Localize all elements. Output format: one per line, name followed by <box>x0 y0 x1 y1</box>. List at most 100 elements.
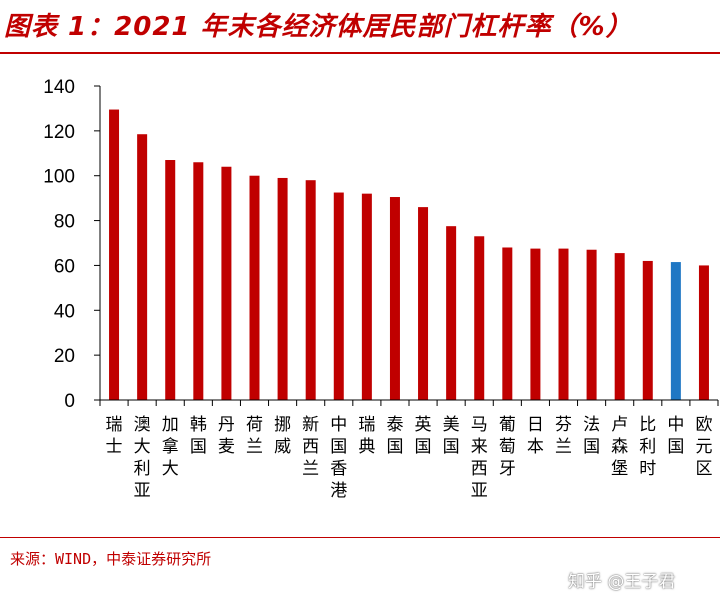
bar <box>642 260 653 400</box>
bar <box>361 193 372 400</box>
y-tick-label: 40 <box>54 301 75 322</box>
x-category-char: 韩 <box>190 415 207 435</box>
bar <box>502 247 513 400</box>
bar <box>305 180 316 400</box>
bar <box>670 262 681 400</box>
y-tick-label: 20 <box>54 346 75 367</box>
x-category-char: 本 <box>527 437 544 457</box>
x-category-label: 卢森堡 <box>611 415 628 479</box>
bar <box>474 236 485 400</box>
watermark: 知乎 @王子君 <box>568 572 676 592</box>
x-category-char: 日 <box>527 415 544 435</box>
bar <box>249 175 260 400</box>
x-category-char: 英 <box>415 415 432 435</box>
x-category-char: 法 <box>583 415 600 435</box>
x-category-char: 区 <box>695 459 712 479</box>
x-category-char: 西 <box>471 459 488 479</box>
x-category-char: 葡 <box>499 415 516 435</box>
x-category-char: 香 <box>330 459 347 479</box>
x-category-char: 国 <box>667 437 684 457</box>
x-category-char: 麦 <box>218 437 235 457</box>
x-category-char: 荷 <box>246 415 263 435</box>
x-category-label: 美国 <box>443 415 460 457</box>
bar <box>109 109 120 401</box>
bar <box>418 207 429 400</box>
bar <box>277 177 288 400</box>
x-category-char: 卢 <box>611 415 628 435</box>
x-category-label: 中国 <box>667 415 684 457</box>
bar <box>165 160 176 400</box>
x-category-char: 比 <box>639 415 656 435</box>
x-category-char: 兰 <box>302 459 319 479</box>
x-category-label: 丹麦 <box>218 415 235 457</box>
x-category-char: 士 <box>106 437 123 457</box>
x-category-char: 来 <box>471 437 488 457</box>
x-category-label: 挪威 <box>274 415 291 457</box>
x-category-char: 瑞 <box>106 415 123 435</box>
y-tick-label: 80 <box>54 212 75 233</box>
x-category-char: 加 <box>162 415 179 435</box>
x-category-char: 挪 <box>274 415 291 435</box>
x-category-label: 加拿大 <box>162 415 179 479</box>
x-category-char: 牙 <box>499 459 516 479</box>
x-axis: 瑞士澳大利亚加拿大韩国丹麦荷兰挪威新西兰中国香港瑞典泰国英国美国马来西亚葡萄牙日… <box>99 399 719 501</box>
bar <box>558 248 569 400</box>
bar <box>446 226 457 400</box>
y-tick-label: 100 <box>43 167 75 188</box>
x-category-char: 堡 <box>611 459 628 479</box>
x-category-char: 中 <box>330 415 347 435</box>
x-category-char: 国 <box>415 437 432 457</box>
x-category-char: 澳 <box>134 415 151 435</box>
bar <box>193 162 204 400</box>
x-category-label: 泰国 <box>386 415 403 457</box>
footer-rule <box>0 537 720 538</box>
bar <box>389 197 400 400</box>
x-category-char: 利 <box>134 459 151 479</box>
x-category-label: 欧元区 <box>695 415 712 479</box>
x-category-char: 时 <box>639 459 656 479</box>
x-category-char: 大 <box>134 437 151 457</box>
x-category-char: 欧 <box>695 415 712 435</box>
x-category-char: 拿 <box>162 436 179 457</box>
source-note: 来源：WIND，中泰证券研究所 <box>10 550 212 568</box>
x-category-char: 国 <box>190 437 207 457</box>
x-category-char: 马 <box>471 415 488 435</box>
bar <box>137 134 148 400</box>
x-category-char: 亚 <box>134 481 151 501</box>
x-category-char: 亚 <box>471 481 488 501</box>
x-category-char: 森 <box>611 437 628 457</box>
x-category-char: 兰 <box>246 437 263 457</box>
x-category-char: 兰 <box>555 437 572 457</box>
y-tick-label: 0 <box>64 391 75 412</box>
x-category-char: 国 <box>330 437 347 457</box>
x-category-label: 葡萄牙 <box>499 415 516 479</box>
x-category-label: 芬兰 <box>555 415 572 457</box>
x-category-char: 萄 <box>499 437 516 457</box>
chart-title: 图表 1：2021 年末各经济体居民部门杠杆率（%） <box>4 12 633 42</box>
x-category-char: 元 <box>695 437 712 457</box>
x-category-char: 典 <box>358 437 375 457</box>
x-category-char: 中 <box>667 415 684 435</box>
y-axis: 0 20 40 60 80 100 120 140 <box>43 77 101 412</box>
title-rule <box>0 52 720 54</box>
x-category-label: 韩国 <box>190 415 207 457</box>
x-category-label: 法国 <box>583 415 600 457</box>
title-block: 图表 1：2021 年末各经济体居民部门杠杆率（%） <box>0 0 720 52</box>
x-category-label: 瑞士 <box>106 415 123 457</box>
y-tick-label: 60 <box>54 256 75 277</box>
bars <box>109 109 709 401</box>
x-category-char: 威 <box>274 437 291 457</box>
bar <box>221 166 232 400</box>
x-category-label: 日本 <box>527 415 544 457</box>
bar <box>698 265 709 400</box>
x-category-label: 荷兰 <box>246 415 263 457</box>
x-category-char: 利 <box>639 437 656 457</box>
x-category-label: 瑞典 <box>358 415 375 457</box>
x-category-char: 丹 <box>218 415 235 435</box>
x-category-label: 比利时 <box>639 415 656 479</box>
bar <box>530 248 541 400</box>
x-category-char: 国 <box>443 437 460 457</box>
